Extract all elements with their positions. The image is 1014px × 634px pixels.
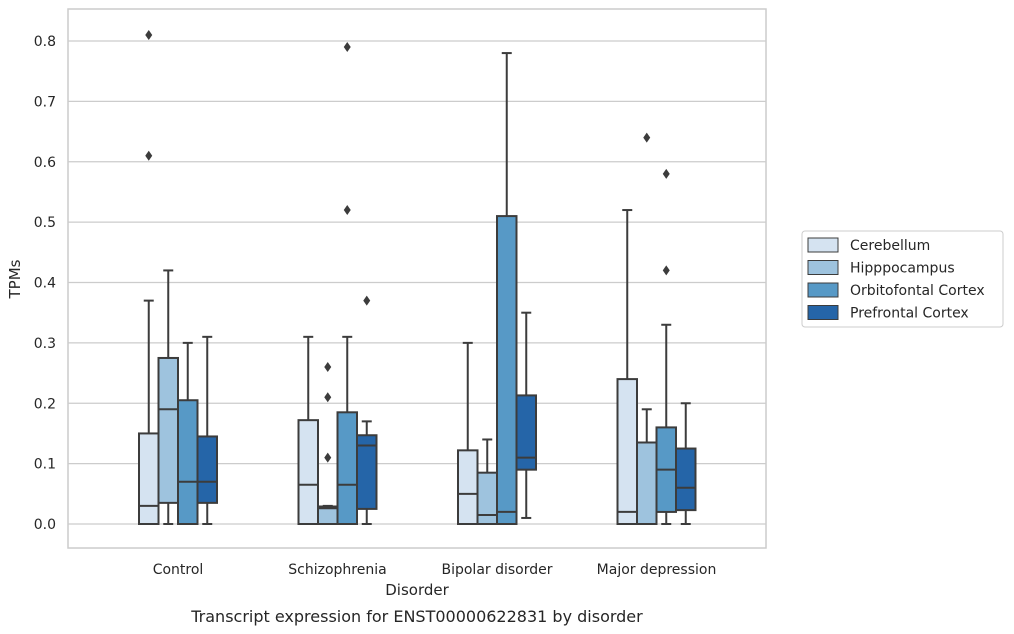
legend-label-2: Orbitofontal Cortex — [850, 283, 985, 299]
box-3-3 — [675, 402, 697, 525]
box-body — [476, 471, 498, 525]
legend-label-3: Prefrontal Cortex — [850, 306, 969, 322]
legend-frame — [801, 230, 1004, 328]
box-body — [157, 356, 179, 504]
box-body — [515, 394, 537, 471]
box-1-3 — [636, 132, 658, 525]
outlier-point-0 — [145, 150, 153, 161]
y-tick-label-1: 0.1 — [34, 457, 56, 473]
legend-swatch-3 — [807, 305, 839, 320]
x-tick-label-1: Schizophrenia — [288, 562, 386, 578]
box-0-2 — [457, 341, 479, 525]
y-tick-label-8: 0.8 — [34, 34, 56, 50]
y-tick-label-0: 0.0 — [34, 517, 56, 533]
plot-frame — [67, 8, 767, 549]
box-body — [356, 434, 378, 510]
y-tick-labels: 0.0 0.1 0.2 0.3 0.4 0.5 0.6 0.7 0.8 — [34, 34, 56, 533]
box-3-0 — [196, 335, 218, 525]
chart-caption: Transcript expression for ENST0000062283… — [190, 607, 643, 626]
box-3-1 — [356, 295, 378, 525]
x-tick-label-2: Bipolar disorder — [441, 562, 552, 578]
box-0-0 — [138, 29, 160, 525]
outlier-point-1 — [662, 168, 670, 179]
box-2-3 — [655, 168, 677, 525]
y-tick-label-5: 0.5 — [34, 215, 56, 231]
x-axis-label: Disorder — [385, 581, 449, 599]
y-axis-label: TPMs — [6, 259, 24, 299]
box-1-1 — [317, 362, 339, 525]
legend-label-1: Hipppocampus — [850, 261, 955, 277]
box-body — [336, 411, 358, 525]
legend-items: Cerebellum Hipppocampus Orbitofontal Corte… — [807, 237, 985, 322]
y-tick-label-6: 0.6 — [34, 155, 56, 171]
box-3-2 — [515, 311, 537, 519]
box-body — [675, 447, 697, 512]
box-layer — [138, 29, 697, 526]
box-body — [138, 432, 160, 525]
box-body — [636, 441, 658, 525]
outlier-point-0 — [643, 132, 651, 143]
box-body — [177, 399, 199, 526]
outlier-point-1 — [343, 42, 351, 53]
box-body — [196, 435, 218, 504]
legend: Cerebellum Hipppocampus Orbitofontal Corte… — [801, 230, 1004, 328]
box-2-2 — [496, 52, 518, 525]
legend-label-0: Cerebellum — [850, 238, 930, 254]
outlier-point-0 — [662, 265, 670, 276]
legend-swatch-1 — [807, 260, 839, 275]
box-2-0 — [177, 341, 199, 526]
box-body — [297, 419, 319, 525]
x-tick-label-0: Control — [153, 562, 204, 578]
x-tick-labels: Control Schizophrenia Bipolar disorder Majo… — [153, 562, 717, 578]
outlier-point-1 — [145, 29, 153, 40]
y-tick-label-3: 0.3 — [34, 336, 56, 352]
y-tick-label-7: 0.7 — [34, 94, 56, 110]
box-1-0 — [157, 269, 179, 525]
legend-swatch-2 — [807, 282, 839, 298]
legend-swatch-0 — [807, 237, 839, 253]
outlier-point-0 — [363, 295, 371, 306]
outlier-point-2 — [324, 362, 332, 373]
x-tick-label-3: Major depression — [597, 562, 717, 578]
outlier-point-0 — [324, 452, 332, 463]
box-0-1 — [297, 335, 319, 525]
box-body — [496, 215, 518, 525]
y-tick-label-4: 0.4 — [34, 276, 56, 292]
box-0-3 — [616, 209, 638, 525]
box-body — [616, 378, 638, 525]
outlier-point-0 — [343, 205, 351, 216]
outlier-point-1 — [324, 392, 332, 403]
box-body — [457, 449, 479, 525]
y-tick-label-2: 0.2 — [34, 396, 56, 412]
box-1-2 — [476, 438, 498, 525]
